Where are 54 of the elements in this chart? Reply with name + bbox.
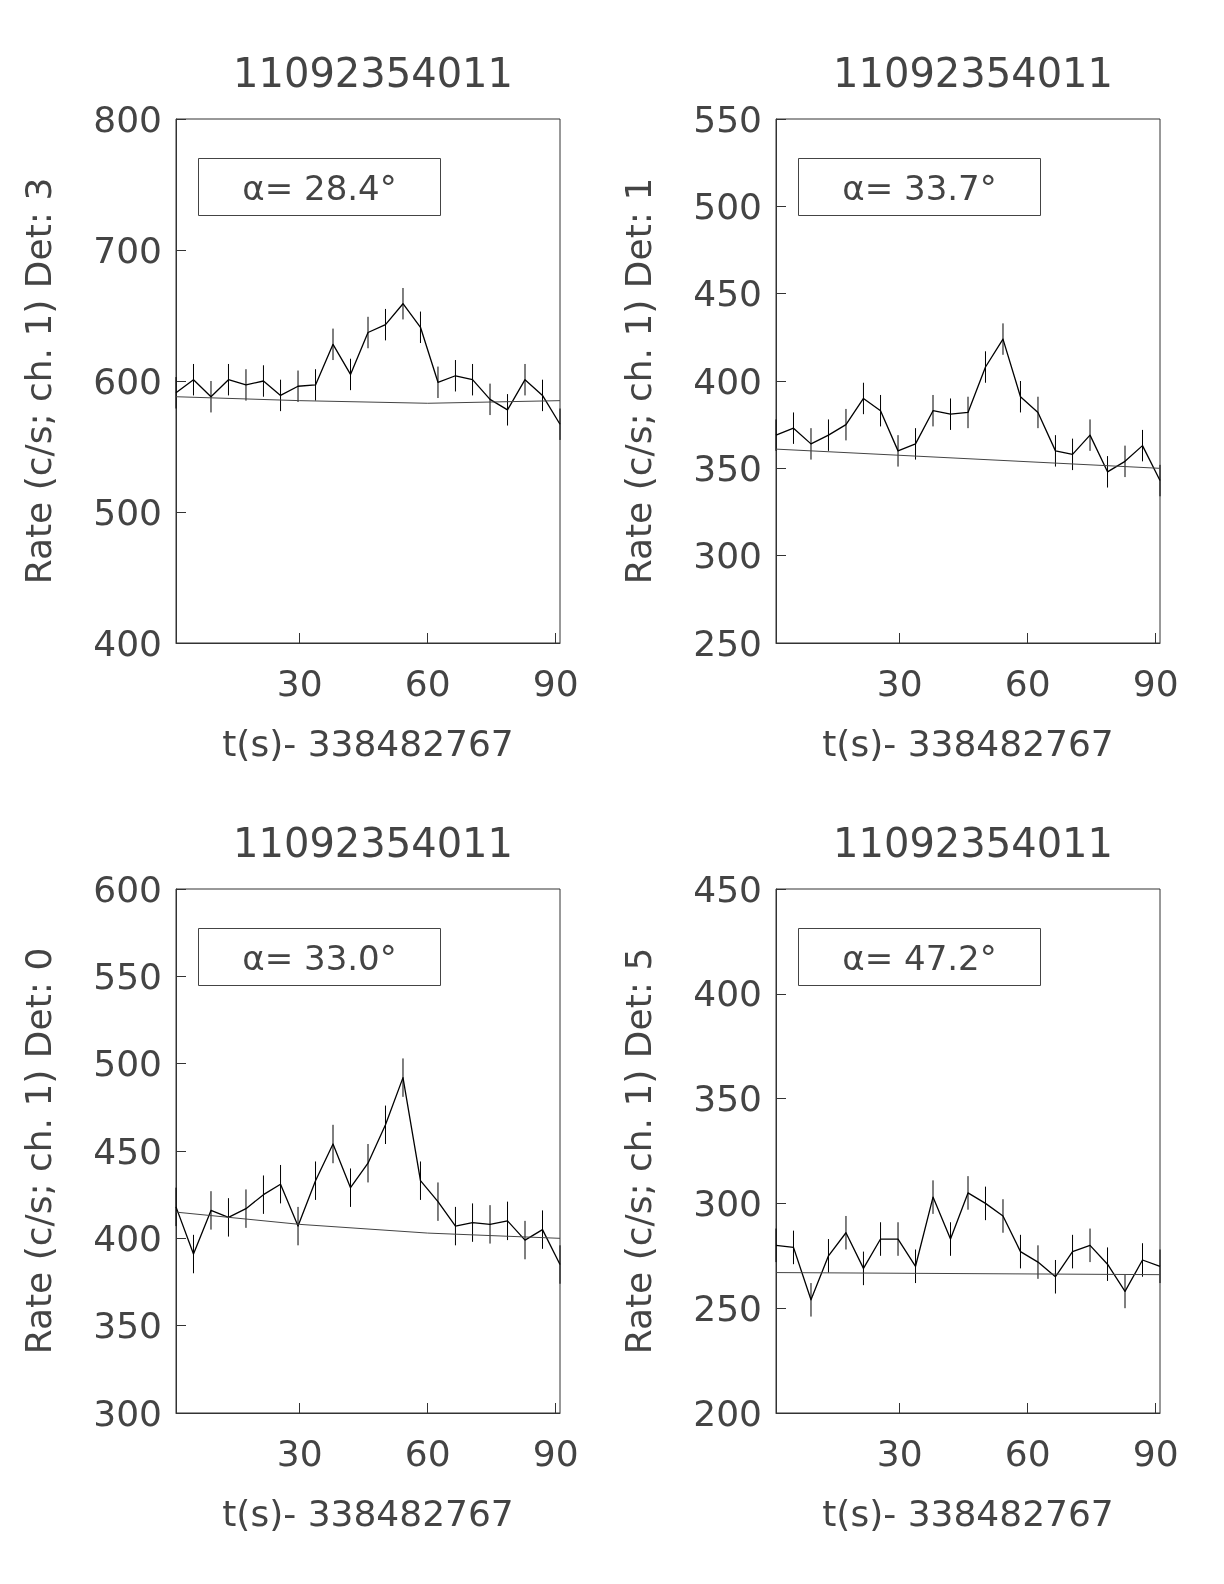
y-tick-label: 250 [693, 1287, 762, 1329]
chart-title: 11092354011 [233, 820, 513, 866]
y-tick-label: 550 [693, 98, 762, 140]
y-tick-label: 550 [93, 955, 162, 997]
x-tick-label: 30 [276, 662, 323, 704]
chart-title: 11092354011 [233, 50, 513, 96]
y-tick-label: 400 [693, 360, 762, 402]
y-tick-label: 400 [93, 622, 162, 664]
y-tick-label: 400 [93, 1217, 162, 1259]
y-tick-label: 300 [93, 1392, 162, 1434]
annotation: α= 33.7° [842, 167, 997, 208]
y-tick-label: 500 [693, 185, 762, 227]
y-tick-label: 300 [693, 535, 762, 577]
x-tick-label: 90 [532, 1432, 579, 1474]
x-tick-label: 60 [404, 1432, 451, 1474]
y-tick-label: 350 [693, 447, 762, 489]
x-tick-label: 60 [404, 662, 451, 704]
y-axis-title: Rate (c/s; ch. 1) Det: 5 [617, 947, 659, 1355]
x-tick-label: 30 [276, 1432, 323, 1474]
x-axis-title: t(s)- 338482767 [822, 1492, 1114, 1534]
y-tick-label: 500 [93, 491, 162, 533]
y-tick-label: 450 [693, 868, 762, 910]
y-tick-label: 450 [693, 273, 762, 315]
line-series [175, 1211, 561, 1239]
x-tick-label: 60 [1004, 1432, 1051, 1474]
y-tick-label: 600 [93, 360, 162, 402]
y-tick-label: 450 [93, 1130, 162, 1172]
x-axis-title: t(s)- 338482767 [822, 722, 1114, 764]
x-axis-title: t(s)- 338482767 [222, 722, 514, 764]
y-axis-title: Rate (c/s; ch. 1) Det: 3 [17, 177, 59, 585]
x-tick-label: 90 [1132, 662, 1179, 704]
chart-title: 11092354011 [833, 50, 1113, 96]
annotation: α= 47.2° [842, 937, 997, 978]
annotation: α= 33.0° [242, 937, 397, 978]
y-tick-label: 200 [693, 1392, 762, 1434]
annotation: α= 28.4° [242, 167, 397, 208]
chart-title: 11092354011 [833, 820, 1113, 866]
x-tick-label: 90 [1132, 1432, 1179, 1474]
y-tick-label: 600 [93, 868, 162, 910]
y-axis-title: Rate (c/s; ch. 1) Det: 1 [617, 177, 659, 585]
y-tick-label: 350 [93, 1305, 162, 1347]
y-tick-label: 350 [693, 1078, 762, 1120]
y-tick-label: 400 [693, 973, 762, 1015]
y-axis-title: Rate (c/s; ch. 1) Det: 0 [17, 947, 59, 1355]
x-tick-label: 60 [1004, 662, 1051, 704]
y-tick-label: 700 [93, 229, 162, 271]
x-axis-title: t(s)- 338482767 [222, 1492, 514, 1534]
y-tick-label: 500 [93, 1043, 162, 1085]
y-tick-label: 250 [693, 622, 762, 664]
x-tick-label: 90 [532, 662, 579, 704]
y-tick-label: 300 [693, 1182, 762, 1224]
x-tick-label: 30 [876, 662, 923, 704]
x-tick-label: 30 [876, 1432, 923, 1474]
y-tick-label: 800 [93, 98, 162, 140]
